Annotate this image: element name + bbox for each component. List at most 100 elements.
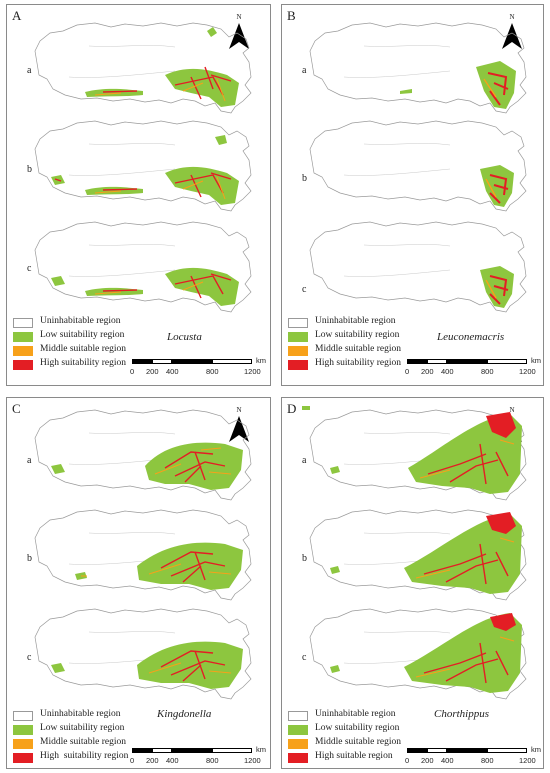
scale-tick: 1200 bbox=[244, 367, 261, 376]
legend-label: Middle suitable region bbox=[315, 344, 402, 354]
scale-tick: 800 bbox=[206, 756, 219, 765]
legend-swatch-middle bbox=[13, 346, 33, 356]
legend-swatch-high bbox=[288, 360, 308, 370]
scale-tick: 800 bbox=[481, 756, 494, 765]
scale-bar: 0 200 400 800 1200 km bbox=[405, 356, 550, 381]
legend-label: Uninhabitable region bbox=[40, 709, 121, 719]
legend-label: Middle suitable region bbox=[40, 737, 127, 747]
species-name: Locusta bbox=[167, 331, 202, 343]
panel-letter: B bbox=[287, 8, 296, 23]
scale-segment bbox=[427, 748, 447, 753]
row-label: c bbox=[302, 652, 307, 663]
scale-segment bbox=[152, 748, 172, 753]
scale-tick: 200 bbox=[421, 756, 434, 765]
legend-label: Low suitability region bbox=[315, 330, 400, 340]
legend-label: Uninhabitable region bbox=[315, 316, 396, 326]
legend-label: Middle suitable region bbox=[40, 344, 127, 354]
scale-unit: km bbox=[531, 745, 541, 754]
legend-swatch-high bbox=[13, 753, 33, 763]
row-label: c bbox=[27, 263, 32, 274]
legend-swatch-middle bbox=[13, 739, 33, 749]
map-a-c bbox=[34, 221, 252, 313]
north-arrow: N bbox=[228, 406, 250, 444]
species-name: Kingdonella bbox=[157, 708, 212, 720]
scale-tick: 400 bbox=[166, 756, 179, 765]
panel-letter: C bbox=[12, 401, 21, 416]
legend-label: Low suitability region bbox=[40, 330, 125, 340]
legend-label: High suitable region bbox=[315, 751, 393, 761]
map-b-c bbox=[309, 221, 527, 313]
scale-tick: 200 bbox=[146, 756, 159, 765]
scale-segment bbox=[212, 748, 252, 753]
row-label: a bbox=[302, 65, 307, 76]
legend-label: High suitability region bbox=[40, 358, 127, 368]
scale-tick: 0 bbox=[130, 756, 135, 765]
north-label: N bbox=[509, 406, 515, 414]
legend-label: Low suitability region bbox=[315, 723, 400, 733]
scale-tick: 0 bbox=[405, 367, 410, 376]
panel-letter: D bbox=[287, 401, 297, 416]
scale-tick: 400 bbox=[441, 367, 454, 376]
north-arrow-icon bbox=[229, 416, 249, 442]
legend-swatch-middle bbox=[288, 739, 308, 749]
scale-tick: 1200 bbox=[519, 756, 536, 765]
north-label: N bbox=[236, 13, 242, 21]
row-label: b bbox=[302, 553, 307, 564]
legend-swatch-uninhabitable bbox=[288, 318, 308, 328]
scale-segment bbox=[487, 359, 527, 364]
map-c-c bbox=[34, 608, 252, 700]
map-a-a bbox=[34, 22, 252, 114]
legend-swatch-uninhabitable bbox=[13, 711, 33, 721]
scale-unit: km bbox=[256, 356, 266, 365]
legend-label: High suitability region bbox=[40, 751, 129, 761]
row-label: a bbox=[302, 455, 307, 466]
row-label: a bbox=[27, 455, 32, 466]
row-label: b bbox=[27, 164, 32, 175]
scale-tick: 400 bbox=[166, 367, 179, 376]
legend-swatch-low bbox=[288, 725, 308, 735]
map-c-a bbox=[34, 409, 252, 501]
scale-tick: 1200 bbox=[244, 756, 261, 765]
row-label: b bbox=[302, 173, 307, 184]
legend-label: Low suitability region bbox=[40, 723, 125, 733]
legend-label: High suitability region bbox=[315, 358, 402, 368]
legend-swatch-high bbox=[13, 360, 33, 370]
legend-label: Middle suitable region bbox=[315, 737, 402, 747]
legend-swatch-low bbox=[13, 725, 33, 735]
map-a-b bbox=[34, 120, 252, 212]
row-label: a bbox=[27, 65, 32, 76]
legend-swatch-uninhabitable bbox=[288, 711, 308, 721]
panel-a: A N a b bbox=[6, 4, 271, 386]
scale-tick: 1200 bbox=[519, 367, 536, 376]
scale-segment bbox=[132, 748, 152, 753]
map-d-b bbox=[309, 509, 527, 601]
species-name: Chorthippus bbox=[434, 708, 490, 720]
panel-b: B N a b c bbox=[281, 4, 544, 386]
scale-unit: km bbox=[531, 356, 541, 365]
scale-bar: 0 200 400 800 1200 km bbox=[130, 745, 282, 770]
scale-tick: 200 bbox=[146, 367, 159, 376]
scale-segment bbox=[447, 359, 487, 364]
map-d-c bbox=[309, 608, 527, 700]
map-b-a bbox=[309, 22, 527, 114]
legend-swatch-uninhabitable bbox=[13, 318, 33, 328]
scale-segment bbox=[487, 748, 527, 753]
panel-letter: A bbox=[12, 8, 22, 23]
legend-swatch-high bbox=[288, 753, 308, 763]
scale-tick: 0 bbox=[130, 367, 135, 376]
row-label: c bbox=[302, 284, 307, 295]
north-arrow-icon bbox=[229, 23, 249, 49]
scale-bar: 0 200 400 800 1200 km bbox=[405, 745, 550, 770]
scale-tick: 800 bbox=[481, 367, 494, 376]
scale-segment bbox=[407, 748, 427, 753]
scale-tick: 0 bbox=[405, 756, 410, 765]
scale-segment bbox=[212, 359, 252, 364]
legend-label: Uninhabitable region bbox=[40, 316, 121, 326]
scale-tick: 400 bbox=[441, 756, 454, 765]
legend-swatch-low bbox=[288, 332, 308, 342]
scale-segment bbox=[172, 748, 212, 753]
species-name: Leuconemacris bbox=[437, 331, 505, 343]
legend-swatch-middle bbox=[288, 346, 308, 356]
scale-tick: 200 bbox=[421, 367, 434, 376]
scale-segment bbox=[447, 748, 487, 753]
